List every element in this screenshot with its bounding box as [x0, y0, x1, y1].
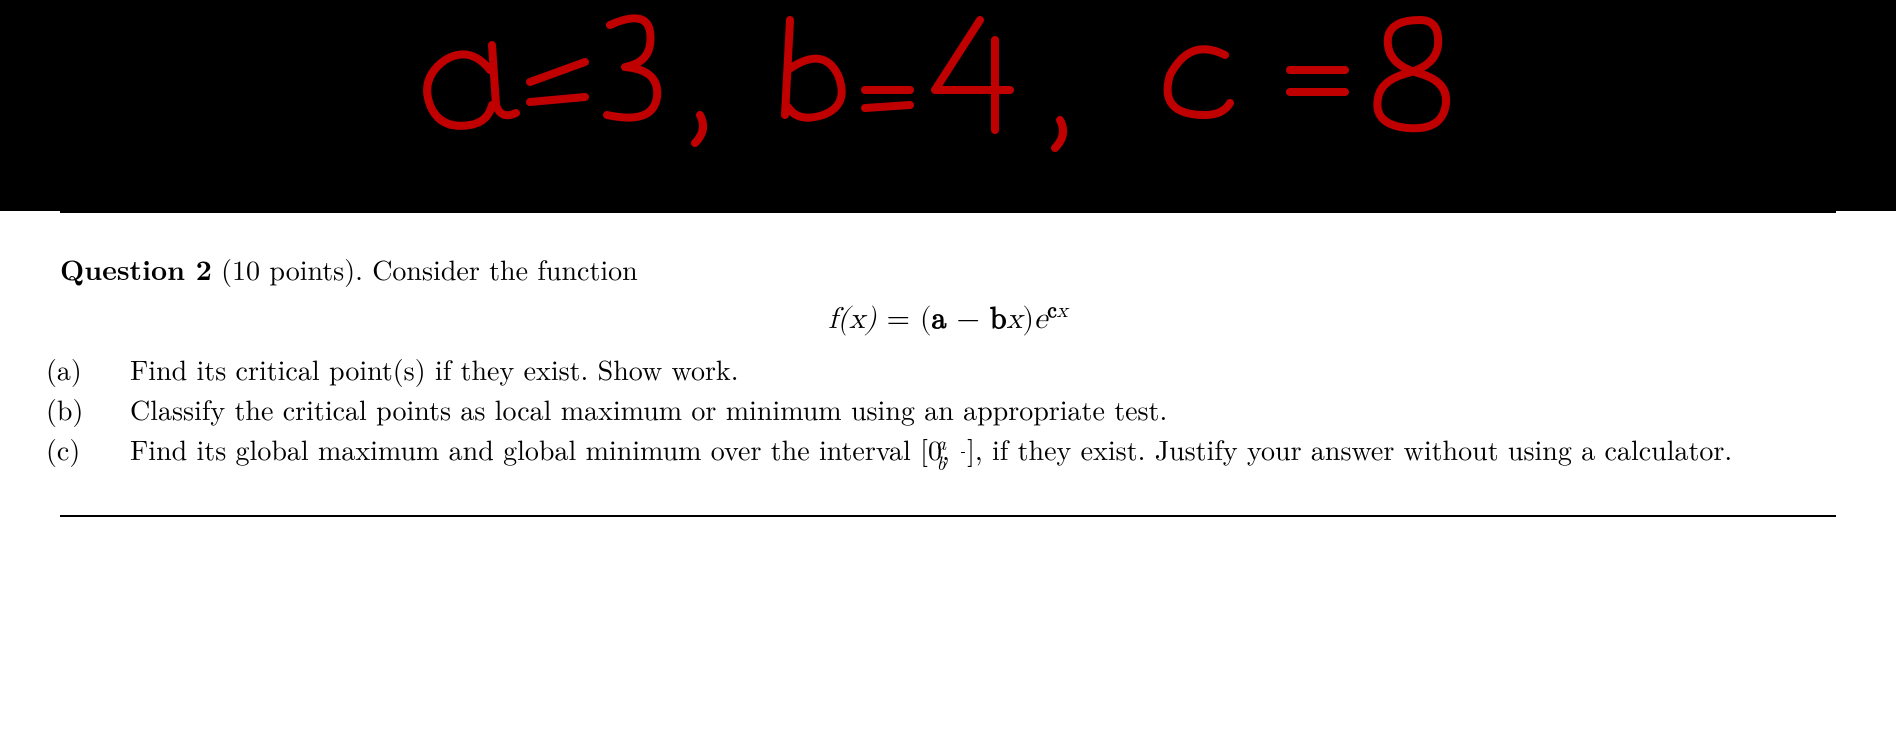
eq-exp-c: c	[1047, 301, 1056, 322]
question-leadin: Consider the function	[363, 249, 638, 289]
eq-b: b	[990, 304, 1007, 334]
interval: [0, ab]	[920, 429, 975, 469]
eq-lhs: f(x)	[828, 304, 876, 334]
frac-den: b	[961, 452, 965, 473]
eq-close: )	[1022, 304, 1034, 334]
fraction-a-over-b: ab	[961, 433, 965, 473]
eq-exp-x: x	[1057, 301, 1068, 322]
parts-list: (a)Find its critical point(s) if they ex…	[60, 351, 1836, 473]
part-a-text: Find its critical point(s) if they exist…	[130, 349, 739, 389]
eq-e: e	[1034, 304, 1047, 334]
bottom-rule	[60, 515, 1836, 517]
part-c-post: , if they exist. Justify your answer wit…	[975, 429, 1732, 469]
part-c-pre: Find its global maximum and global minim…	[130, 429, 920, 469]
content-area: Question 2 (10 points). Consider the fun…	[0, 211, 1896, 517]
header-black-band	[0, 0, 1896, 211]
eq-a: a	[932, 304, 947, 334]
frac-num: a	[961, 433, 965, 453]
equation: f(x) = (a − bx)ecx	[60, 299, 1836, 337]
eq-x: x	[1007, 304, 1023, 334]
part-c-label: (c)	[90, 431, 130, 469]
question-header: Question 2 (10 points). Consider the fun…	[60, 249, 1836, 289]
part-b-text: Classify the critical points as local ma…	[130, 389, 1167, 429]
question-label: Question 2	[60, 249, 212, 289]
interval-close: ]	[967, 429, 975, 469]
question-points: (10 points).	[212, 249, 363, 289]
eq-equals: =	[877, 304, 920, 334]
part-c: (c)Find its global maximum and global mi…	[90, 431, 1836, 473]
question-2: Question 2 (10 points). Consider the fun…	[60, 213, 1836, 515]
part-b: (b)Classify the critical points as local…	[90, 391, 1836, 429]
eq-minus: −	[947, 304, 990, 334]
part-b-label: (b)	[90, 391, 130, 429]
part-a-label: (a)	[90, 351, 130, 389]
handwritten-values	[0, 0, 1896, 211]
eq-open: (	[920, 304, 932, 334]
part-a: (a)Find its critical point(s) if they ex…	[90, 351, 1836, 389]
